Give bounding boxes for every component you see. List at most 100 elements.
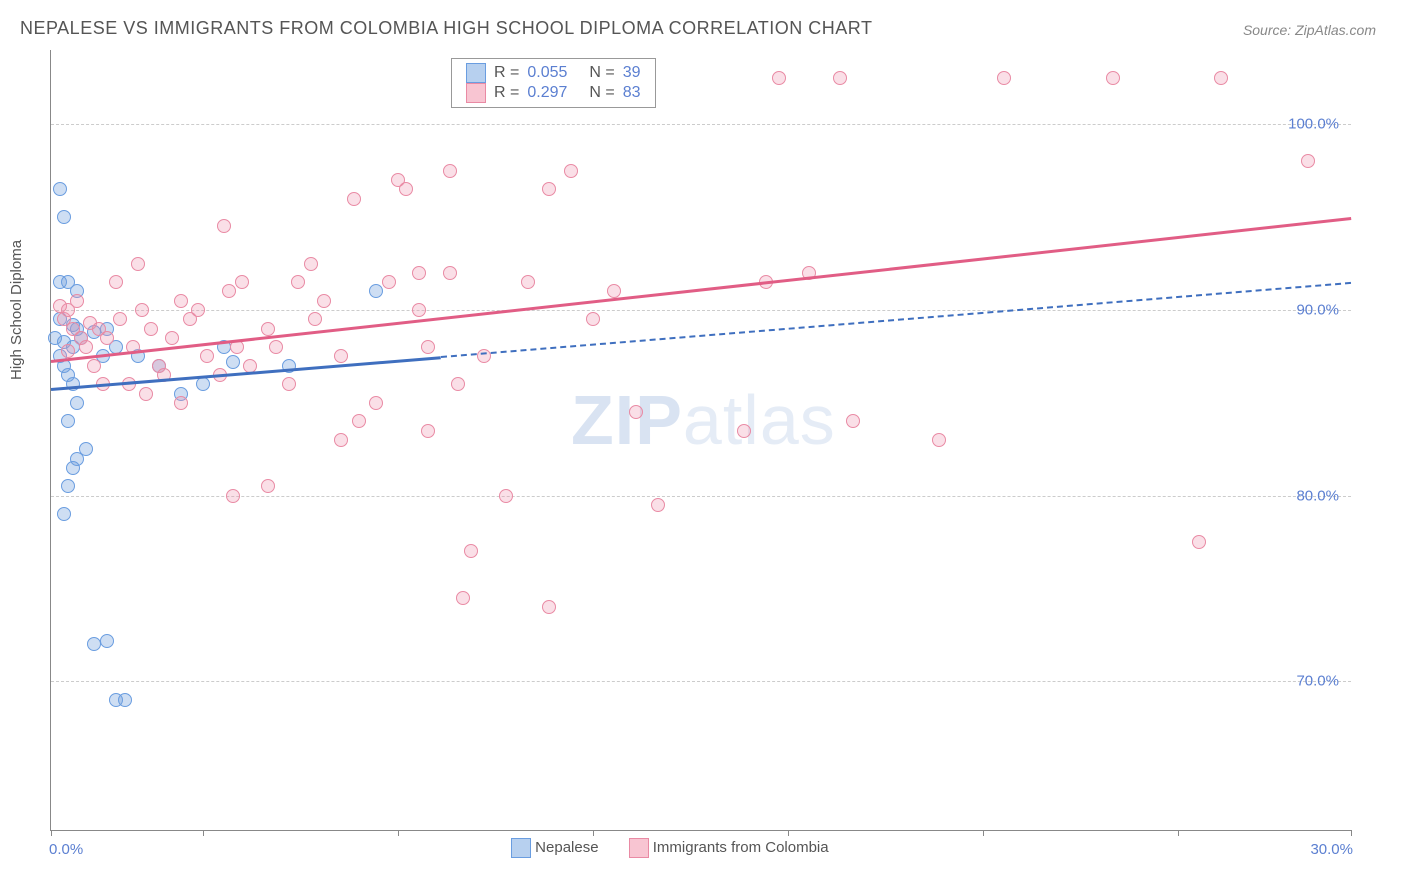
gridline	[51, 681, 1351, 682]
data-point	[521, 275, 535, 289]
trend-line	[441, 282, 1351, 358]
data-point	[443, 266, 457, 280]
data-point	[369, 396, 383, 410]
gridline	[51, 310, 1351, 311]
data-point	[369, 284, 383, 298]
legend-item: Immigrants from Colombia	[629, 838, 829, 858]
x-tick-min: 0.0%	[49, 841, 83, 858]
data-point	[200, 349, 214, 363]
data-point	[174, 294, 188, 308]
data-point	[66, 461, 80, 475]
data-point	[174, 396, 188, 410]
trend-line	[51, 217, 1351, 363]
data-point	[261, 322, 275, 336]
gridline	[51, 124, 1351, 125]
data-point	[304, 257, 318, 271]
x-tick-mark	[398, 830, 399, 836]
data-point	[451, 377, 465, 391]
y-tick-label: 70.0%	[1296, 673, 1339, 690]
data-point	[443, 164, 457, 178]
data-point	[79, 340, 93, 354]
data-point	[165, 331, 179, 345]
data-point	[997, 71, 1011, 85]
data-point	[57, 210, 71, 224]
data-point	[399, 182, 413, 196]
legend-swatch	[466, 83, 486, 103]
data-point	[53, 182, 67, 196]
data-point	[833, 71, 847, 85]
data-point	[217, 219, 231, 233]
data-point	[235, 275, 249, 289]
data-point	[334, 433, 348, 447]
data-point	[261, 479, 275, 493]
data-point	[70, 294, 84, 308]
data-point	[1214, 71, 1228, 85]
gridline	[51, 496, 1351, 497]
data-point	[586, 312, 600, 326]
legend-swatch	[466, 63, 486, 83]
data-point	[131, 257, 145, 271]
data-point	[564, 164, 578, 178]
y-tick-label: 80.0%	[1296, 487, 1339, 504]
data-point	[317, 294, 331, 308]
x-tick-mark	[1351, 830, 1352, 836]
legend-label: Immigrants from Colombia	[653, 839, 829, 856]
data-point	[100, 634, 114, 648]
data-point	[1192, 535, 1206, 549]
data-point	[308, 312, 322, 326]
data-point	[421, 340, 435, 354]
data-point	[542, 600, 556, 614]
chart-title: NEPALESE VS IMMIGRANTS FROM COLOMBIA HIG…	[20, 18, 872, 39]
data-point	[607, 284, 621, 298]
x-tick-max: 30.0%	[1310, 841, 1353, 858]
watermark: ZIPatlas	[571, 380, 836, 460]
y-axis-label: High School Diploma	[8, 240, 25, 380]
x-tick-mark	[593, 830, 594, 836]
data-point	[846, 414, 860, 428]
data-point	[347, 192, 361, 206]
data-point	[282, 377, 296, 391]
data-point	[113, 312, 127, 326]
data-point	[291, 275, 305, 289]
data-point	[542, 182, 556, 196]
source-label: Source: ZipAtlas.com	[1243, 22, 1376, 38]
data-point	[269, 340, 283, 354]
data-point	[109, 275, 123, 289]
data-point	[61, 344, 75, 358]
data-point	[100, 331, 114, 345]
x-tick-mark	[788, 830, 789, 836]
data-point	[70, 396, 84, 410]
data-point	[421, 424, 435, 438]
data-point	[87, 637, 101, 651]
data-point	[222, 284, 236, 298]
legend-swatch	[629, 838, 649, 858]
data-point	[382, 275, 396, 289]
data-point	[61, 414, 75, 428]
data-point	[412, 266, 426, 280]
data-point	[352, 414, 366, 428]
legend-series: Nepalese Immigrants from Colombia	[511, 838, 829, 858]
data-point	[464, 544, 478, 558]
data-point	[1106, 71, 1120, 85]
legend-stat-row: R = 0.297N = 83	[466, 83, 641, 103]
data-point	[629, 405, 643, 419]
data-point	[499, 489, 513, 503]
x-tick-mark	[51, 830, 52, 836]
y-tick-label: 90.0%	[1296, 302, 1339, 319]
data-point	[334, 349, 348, 363]
data-point	[772, 71, 786, 85]
legend-stat-row: R = 0.055N = 39	[466, 63, 641, 83]
data-point	[456, 591, 470, 605]
x-tick-mark	[203, 830, 204, 836]
y-tick-label: 100.0%	[1288, 116, 1339, 133]
legend-stats: R = 0.055N = 39R = 0.297N = 83	[451, 58, 656, 108]
data-point	[57, 507, 71, 521]
data-point	[118, 693, 132, 707]
data-point	[226, 489, 240, 503]
data-point	[135, 303, 149, 317]
data-point	[737, 424, 751, 438]
legend-item: Nepalese	[511, 838, 599, 858]
plot-area: ZIPatlas R = 0.055N = 39R = 0.297N = 83 …	[50, 50, 1351, 831]
data-point	[144, 322, 158, 336]
data-point	[87, 359, 101, 373]
